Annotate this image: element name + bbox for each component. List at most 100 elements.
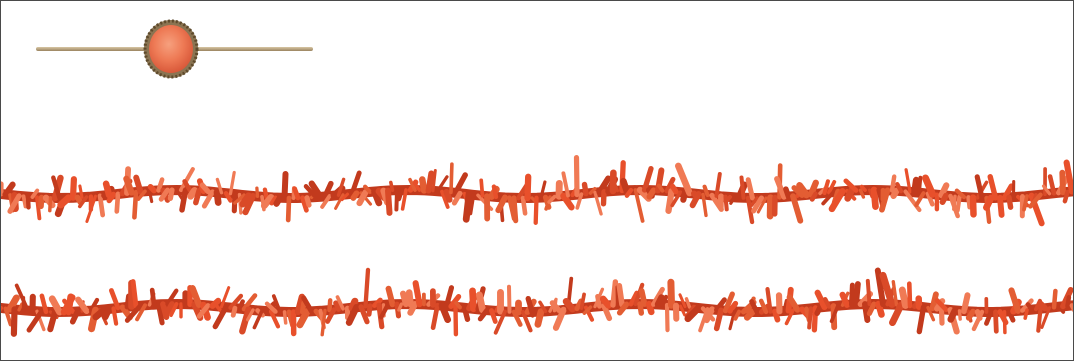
coral-branch [925,191,935,207]
coral-branch [363,184,373,194]
coral-branch [7,193,22,214]
coral-branch [325,307,337,324]
coral-cabochon [149,25,193,73]
coral-branch [273,194,284,207]
coral-branch [879,271,896,308]
coral-branch [669,183,679,195]
coral-branch [102,180,113,199]
coral-branch [349,170,362,197]
coral-branch [74,194,84,206]
coral-branch [728,309,737,331]
coral-branch [938,182,950,199]
coral-branch [890,187,900,199]
coral-branch [552,306,567,331]
coral-branch [758,298,769,315]
coral-branch [14,283,30,313]
coral-branch [223,190,233,203]
coral-branch [413,181,422,192]
coral-branch [308,180,324,200]
coral-branch [722,291,735,314]
coral-branch [520,309,533,333]
coral-branch [1008,287,1022,314]
coral-branch [182,179,193,193]
coral-branch [2,181,16,198]
coral-branch [435,175,449,193]
coral-branch [1041,184,1052,196]
coral-branch [111,306,119,326]
coral-branch [304,195,312,208]
coral-branch [299,300,307,315]
coral-branch [916,304,927,335]
coral-branch [651,286,665,307]
coral-branch [895,182,904,194]
coral-branch [875,300,885,318]
coral-branch [285,195,292,223]
coral-branch [961,292,971,315]
coral-branch [849,282,855,308]
coral-branch [155,301,165,326]
coral-branch [1037,300,1049,312]
coral-branch [85,194,97,223]
coral-branch [69,308,81,325]
coral-branch [822,179,830,196]
coral-branch [397,302,404,312]
coral-branch [1051,288,1058,310]
coral-branch [132,189,139,220]
coral-branch [6,294,20,313]
coral-branch [400,290,410,308]
coral-branch [1059,169,1066,196]
coral-strand-top [1,155,1073,227]
coral-branch [448,294,462,309]
coral-branch [750,196,759,207]
coral-branch [212,304,229,330]
coral-branch [733,309,741,321]
coral-branch [320,308,327,337]
coral-branch [303,184,319,200]
coral-branch [1063,159,1073,195]
coral-branch [209,297,222,309]
coral-branch [749,299,760,315]
coral-branch [400,188,408,211]
coral-branch [123,175,135,196]
coral-branch [574,298,584,312]
coral-branch [612,180,620,193]
coral-branch [425,170,435,194]
coral-branch [664,302,670,333]
coral-branch [525,295,535,315]
coral-branch [987,173,999,201]
coral-branch [477,307,490,322]
coral-branch [21,194,28,209]
coral-branch [412,280,423,308]
coral-branch [26,309,45,333]
coral-branch [271,294,282,314]
coral-branch [670,190,683,208]
coral-branch [78,184,84,199]
coral-branch [520,195,528,216]
coral-branch [396,187,404,202]
coral-branch [230,305,238,318]
coral-branch [239,192,252,208]
coral-branch [38,194,45,210]
coral-branch [124,303,143,323]
coral-branch [320,194,332,209]
coral-branch [136,189,147,201]
coral-branch [965,308,976,321]
coral-branch [233,193,246,205]
coral-branch [358,304,370,325]
coral-branch [220,286,231,309]
coral-branch [57,194,72,209]
coral-branch [775,292,783,315]
coral-branch [745,177,755,201]
coral-branch [300,195,309,213]
coral-branch [262,187,269,200]
coral-branch [588,186,597,195]
coral-branch [889,174,897,193]
coral-branch [196,303,211,319]
coral-branch [241,293,258,312]
brooch-bezel-crown [143,19,199,79]
coral-branch [97,193,106,218]
coral-branch [252,308,264,330]
coral-branch [807,306,814,330]
coral-branch [237,299,245,311]
